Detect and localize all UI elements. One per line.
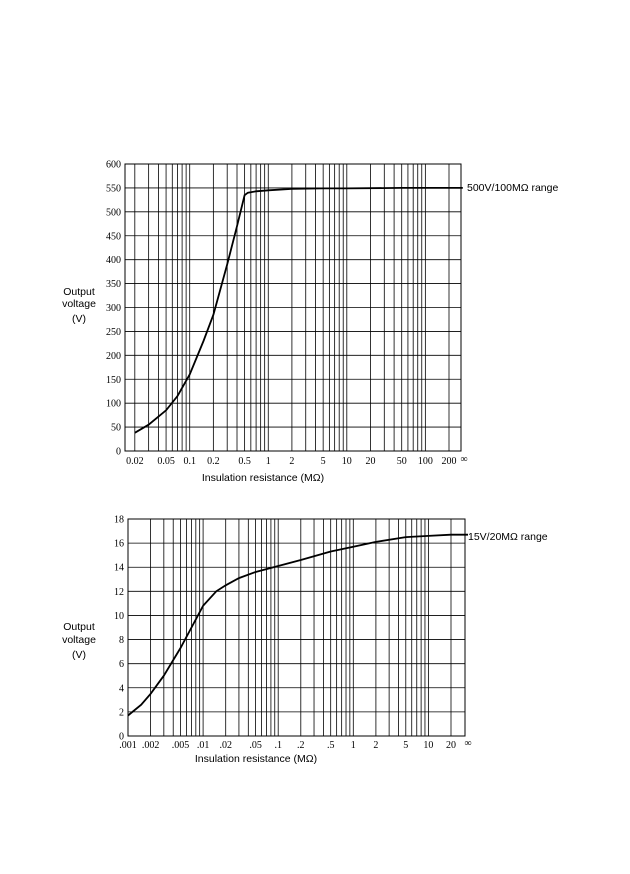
y-axis-label-line: voltage bbox=[62, 298, 96, 310]
x-tick-label: 100 bbox=[418, 456, 433, 467]
series-line bbox=[134, 187, 463, 434]
y-tick-label: 12 bbox=[114, 587, 124, 598]
y-tick-label: 200 bbox=[106, 351, 121, 362]
y-axis-label-line: (V) bbox=[72, 649, 86, 661]
y-tick-label: 14 bbox=[114, 563, 124, 574]
x-tick-label: .2 bbox=[297, 740, 305, 751]
y-tick-label: 10 bbox=[114, 611, 124, 622]
x-tick-label: .1 bbox=[274, 740, 282, 751]
range-note: 500V/100MΩ range bbox=[467, 182, 558, 194]
y-tick-label: 600 bbox=[106, 160, 121, 171]
x-tick-label: 0.05 bbox=[157, 456, 175, 467]
y-tick-label: 350 bbox=[106, 279, 121, 290]
y-tick-label: 6 bbox=[119, 659, 124, 670]
x-tick-label: .01 bbox=[197, 740, 210, 751]
x-tick-label: 0.02 bbox=[126, 456, 144, 467]
y-tick-label: 400 bbox=[106, 255, 121, 266]
x-tick-label: 0.2 bbox=[207, 456, 220, 467]
x-tick-label: .02 bbox=[219, 740, 232, 751]
x-tick-label: .05 bbox=[249, 740, 262, 751]
y-tick-label: 150 bbox=[106, 375, 121, 386]
chart-1: 0501001502002503003504004505005506000.02… bbox=[62, 160, 558, 485]
y-tick-label: 8 bbox=[119, 635, 124, 646]
x-tick-label: 2 bbox=[373, 740, 378, 751]
x-tick-label: .002 bbox=[142, 740, 160, 751]
x-tick-label: 0.1 bbox=[183, 456, 196, 467]
x-tick-infinity: ∞ bbox=[464, 738, 471, 749]
x-tick-label: 20 bbox=[365, 456, 375, 467]
x-axis-label: Insulation resistance (MΩ) bbox=[202, 472, 324, 484]
series-line bbox=[127, 533, 468, 717]
y-tick-label: 100 bbox=[106, 399, 121, 410]
x-tick-label: 1 bbox=[266, 456, 271, 467]
x-tick-label: 5 bbox=[403, 740, 408, 751]
y-tick-label: 450 bbox=[106, 231, 121, 242]
y-tick-label: 50 bbox=[111, 423, 121, 434]
y-axis-label-line: (V) bbox=[72, 313, 86, 325]
x-tick-label: 10 bbox=[423, 740, 433, 751]
x-tick-label: 50 bbox=[397, 456, 407, 467]
plot-frame bbox=[124, 163, 462, 452]
y-tick-label: 4 bbox=[119, 683, 124, 694]
y-tick-label: 300 bbox=[106, 303, 121, 314]
x-tick-label: .005 bbox=[172, 740, 190, 751]
y-tick-label: 16 bbox=[114, 539, 124, 550]
x-tick-infinity: ∞ bbox=[460, 454, 467, 465]
y-axis-label-line: Output bbox=[63, 621, 95, 633]
x-tick-label: 1 bbox=[351, 740, 356, 751]
x-axis-label: Insulation resistance (MΩ) bbox=[195, 753, 317, 765]
y-tick-label: 250 bbox=[106, 327, 121, 338]
y-axis-label-line: voltage bbox=[62, 634, 96, 646]
y-tick-label: 2 bbox=[119, 707, 124, 718]
x-tick-label: .001 bbox=[119, 740, 137, 751]
x-tick-label: 5 bbox=[321, 456, 326, 467]
range-note: 15V/20MΩ range bbox=[468, 531, 548, 543]
x-tick-label: 20 bbox=[446, 740, 456, 751]
x-tick-label: 0.5 bbox=[238, 456, 251, 467]
x-tick-label: 10 bbox=[342, 456, 352, 467]
y-tick-label: 18 bbox=[114, 515, 124, 526]
chart-2: 024681012141618.001.002.005.01.02.05.1.2… bbox=[62, 515, 548, 766]
y-tick-label: 550 bbox=[106, 183, 121, 194]
y-tick-label: 500 bbox=[106, 207, 121, 218]
y-axis-label-line: Output bbox=[63, 286, 95, 298]
x-tick-label: 200 bbox=[442, 456, 457, 467]
plot-frame bbox=[127, 518, 466, 737]
x-tick-label: 2 bbox=[289, 456, 294, 467]
y-tick-label: 0 bbox=[119, 732, 124, 743]
y-tick-label: 0 bbox=[116, 447, 121, 458]
x-tick-label: .5 bbox=[327, 740, 335, 751]
